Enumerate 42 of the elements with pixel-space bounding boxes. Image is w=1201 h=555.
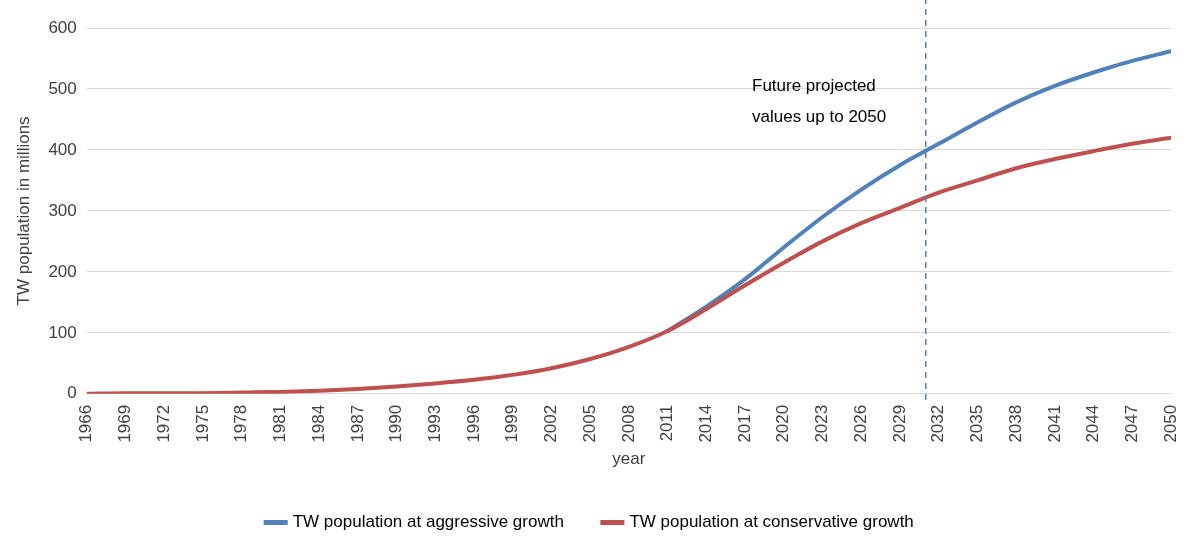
y-tick-label: 0	[67, 383, 77, 403]
x-tick-label: 1978	[231, 404, 251, 443]
x-tick-label: 1993	[424, 404, 444, 443]
x-tick-label: 2017	[734, 404, 754, 443]
x-tick-label: 2041	[1044, 404, 1064, 443]
x-tick-label: 1966	[76, 404, 96, 443]
x-tick-label: 1996	[463, 404, 483, 443]
y-axis-title: TW population in millions	[13, 116, 33, 306]
x-tick-label: 1990	[386, 404, 406, 443]
x-tick-label: 2038	[1005, 404, 1025, 443]
x-tick-label: 2044	[1083, 404, 1103, 443]
x-tick-label: 2029	[889, 404, 909, 443]
x-tick-label: 2047	[1121, 404, 1141, 443]
x-tick-label: 1987	[347, 404, 367, 443]
x-tick-label: 2035	[967, 404, 987, 443]
x-tick-label: 2002	[541, 404, 561, 443]
y-tick-label: 500	[48, 78, 77, 98]
x-tick-label: 2023	[812, 404, 832, 443]
x-tick-label: 1999	[502, 404, 522, 443]
x-tick-label: 2011	[657, 404, 677, 442]
y-tick-label: 300	[48, 200, 77, 220]
y-tick-label: 200	[48, 261, 77, 281]
x-axis-title: year	[612, 449, 646, 469]
x-tick-label: 2050	[1160, 404, 1180, 443]
x-tick-label: 2008	[618, 404, 638, 443]
x-tick-label: 2020	[773, 404, 793, 443]
legend-label: TW population at aggressive growth	[292, 512, 564, 532]
x-tick-label: 1984	[308, 404, 328, 443]
x-tick-label: 2005	[579, 404, 599, 443]
x-tick-label: 1975	[192, 404, 212, 443]
line-series	[86, 135, 1171, 394]
x-tick-label: 1981	[270, 404, 290, 443]
x-tick-label: 1969	[115, 404, 135, 443]
y-tick-label: 400	[48, 139, 77, 159]
x-tick-label: 2014	[696, 404, 716, 443]
x-tick-label: 2032	[928, 404, 948, 443]
x-tick-label: 1972	[153, 404, 173, 443]
y-tick-label: 100	[48, 322, 77, 342]
annotation: Future projected values up to 2050	[752, 75, 887, 126]
x-tick-label: 2026	[850, 404, 870, 443]
y-tick-label: 600	[48, 17, 77, 37]
legend-label: TW population at conservative growth	[629, 512, 914, 532]
